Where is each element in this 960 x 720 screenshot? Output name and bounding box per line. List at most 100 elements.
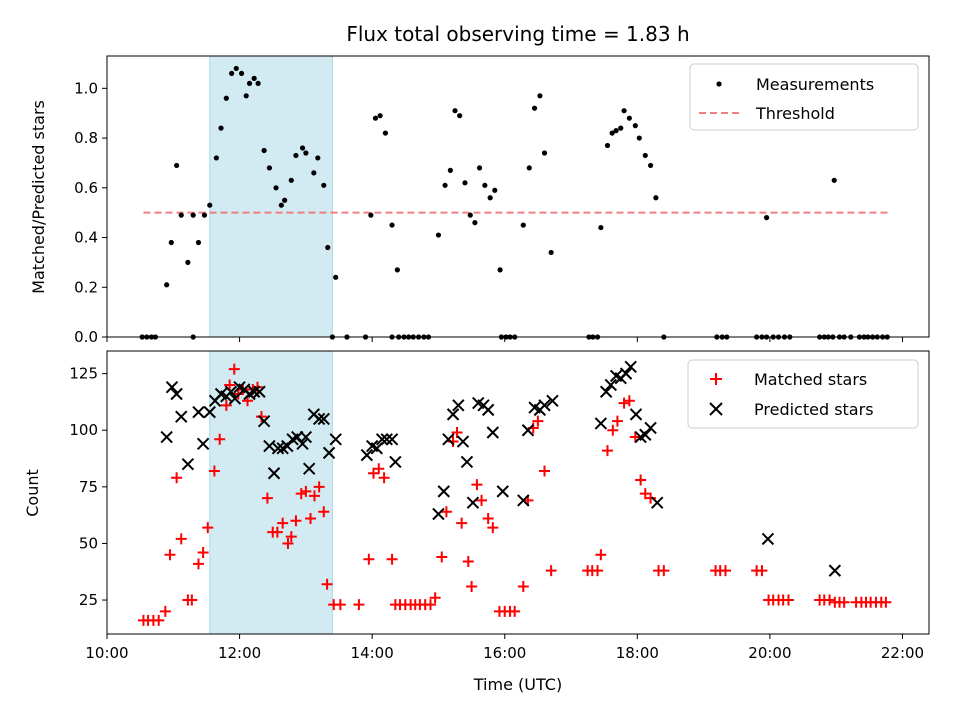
matched-star-point bbox=[482, 513, 494, 525]
measurement-point bbox=[604, 142, 611, 149]
matched-star-point bbox=[175, 533, 187, 545]
predicted-star-point bbox=[181, 457, 195, 471]
measurement-point bbox=[299, 145, 306, 151]
top-y-axis-ticks: 0.0 0.2 0.4 0.6 0.8 1.0 bbox=[74, 79, 107, 346]
bottom-legend-box bbox=[687, 359, 919, 429]
measurement-point bbox=[452, 108, 458, 114]
matched-star-point bbox=[378, 472, 390, 484]
predicted-star-point bbox=[460, 455, 474, 469]
y-tick-label: 0.0 bbox=[74, 328, 98, 346]
matched-star-point bbox=[545, 565, 557, 577]
matched-star-point bbox=[424, 599, 436, 611]
predicted-star-point bbox=[442, 433, 455, 446]
predicted-star-point bbox=[247, 385, 261, 398]
predicted-star-point bbox=[437, 485, 450, 498]
predicted-star-point bbox=[267, 467, 281, 480]
matched-star-point bbox=[838, 596, 850, 608]
matched-star-point bbox=[202, 522, 214, 534]
matched-star-point bbox=[658, 565, 670, 577]
y-tick-label: 75 bbox=[79, 478, 98, 496]
measurement-point bbox=[201, 212, 208, 218]
threshold-legend-label: Threshold bbox=[755, 104, 835, 123]
predicted-star-point bbox=[257, 414, 271, 428]
measurement-point bbox=[368, 212, 374, 218]
predicted-star-point bbox=[651, 496, 664, 509]
measurement-point bbox=[377, 113, 383, 119]
matched-star-point bbox=[436, 551, 448, 563]
matched-star-point bbox=[595, 549, 607, 561]
predicted-star-point bbox=[203, 405, 216, 419]
measurement-point bbox=[168, 239, 174, 246]
y-tick-label: 0.2 bbox=[74, 278, 98, 296]
predicted-star-point bbox=[604, 378, 618, 392]
measurements-legend-label: Measurements bbox=[756, 75, 874, 94]
bottom-panel: 25 50 75 100 125 10:00 12:00 14:00 16:00 18:00 20… bbox=[23, 350, 930, 694]
measurement-point bbox=[190, 212, 196, 218]
matched-star-point bbox=[290, 515, 302, 527]
matched-star-point bbox=[629, 431, 641, 443]
predicted-star-point bbox=[170, 387, 183, 401]
matched-star-point bbox=[611, 415, 623, 427]
predicted-star-point bbox=[456, 435, 470, 448]
measurement-point bbox=[609, 130, 615, 136]
predicted-star-point bbox=[317, 412, 330, 426]
measurement-point bbox=[389, 222, 395, 228]
matched-star-point bbox=[321, 578, 333, 590]
measurement-point bbox=[261, 147, 267, 154]
measurements-series bbox=[139, 65, 890, 340]
matched-star-point bbox=[623, 395, 635, 407]
matched-star-point bbox=[618, 397, 630, 409]
matched-star-point bbox=[255, 411, 267, 423]
top-panel: 0.0 0.2 0.4 0.6 0.8 1.0 Matched/Predicted sta… bbox=[29, 55, 930, 346]
measurement-point bbox=[251, 75, 257, 81]
matched-star-point bbox=[214, 433, 226, 445]
measurement-point bbox=[472, 220, 478, 226]
measurement-point bbox=[394, 267, 400, 273]
predicted-star-point bbox=[452, 399, 465, 412]
matched-star-point bbox=[171, 472, 183, 484]
predicted-stars-legend-label: Predicted stars bbox=[754, 400, 874, 419]
predicted-star-point bbox=[271, 442, 285, 455]
matched-star-point bbox=[313, 481, 325, 493]
top-y-axis-label: Matched/Predicted stars bbox=[29, 100, 48, 294]
measurement-point bbox=[218, 125, 224, 131]
matched-star-point bbox=[645, 492, 657, 504]
matched-star-point bbox=[756, 565, 768, 577]
measurement-point bbox=[537, 93, 543, 99]
measurement-point bbox=[482, 182, 488, 188]
predicted-star-point bbox=[299, 430, 313, 444]
matched-star-point bbox=[440, 506, 452, 518]
matched-star-point bbox=[305, 513, 317, 525]
matched-star-point bbox=[159, 605, 171, 617]
matched-star-point bbox=[509, 605, 521, 617]
predicted-star-point bbox=[624, 360, 637, 374]
measurement-point bbox=[174, 162, 180, 169]
top-shaded-region bbox=[209, 55, 333, 338]
x-tick-label: 22:00 bbox=[881, 644, 924, 662]
top-legend-box bbox=[689, 63, 919, 131]
measurement-point bbox=[382, 130, 389, 136]
measurement-point bbox=[462, 180, 468, 186]
matched-star-point bbox=[334, 599, 346, 611]
matched-star-point bbox=[386, 553, 398, 565]
predicted-star-point bbox=[253, 385, 266, 398]
matched-star-point bbox=[466, 580, 478, 592]
measurement-point bbox=[311, 170, 317, 176]
predicted-star-point bbox=[446, 408, 460, 421]
measurement-point bbox=[621, 108, 627, 114]
matched-star-point bbox=[824, 594, 836, 606]
matched-star-point bbox=[282, 537, 294, 549]
predicted-star-point bbox=[281, 439, 294, 453]
measurement-point bbox=[178, 212, 184, 218]
predicted-star-point bbox=[296, 437, 309, 451]
measurement-point bbox=[282, 197, 288, 203]
measurement-point bbox=[195, 239, 202, 246]
matched-star-point bbox=[224, 379, 236, 391]
matched-star-point bbox=[261, 492, 273, 504]
matched-star-point bbox=[192, 558, 204, 570]
predicted-star-point bbox=[370, 442, 384, 455]
measurement-point bbox=[164, 282, 170, 288]
y-tick-label: 25 bbox=[79, 591, 98, 609]
measurement-point bbox=[632, 123, 638, 129]
bottom-legend: Matched stars Predicted stars bbox=[687, 359, 919, 429]
